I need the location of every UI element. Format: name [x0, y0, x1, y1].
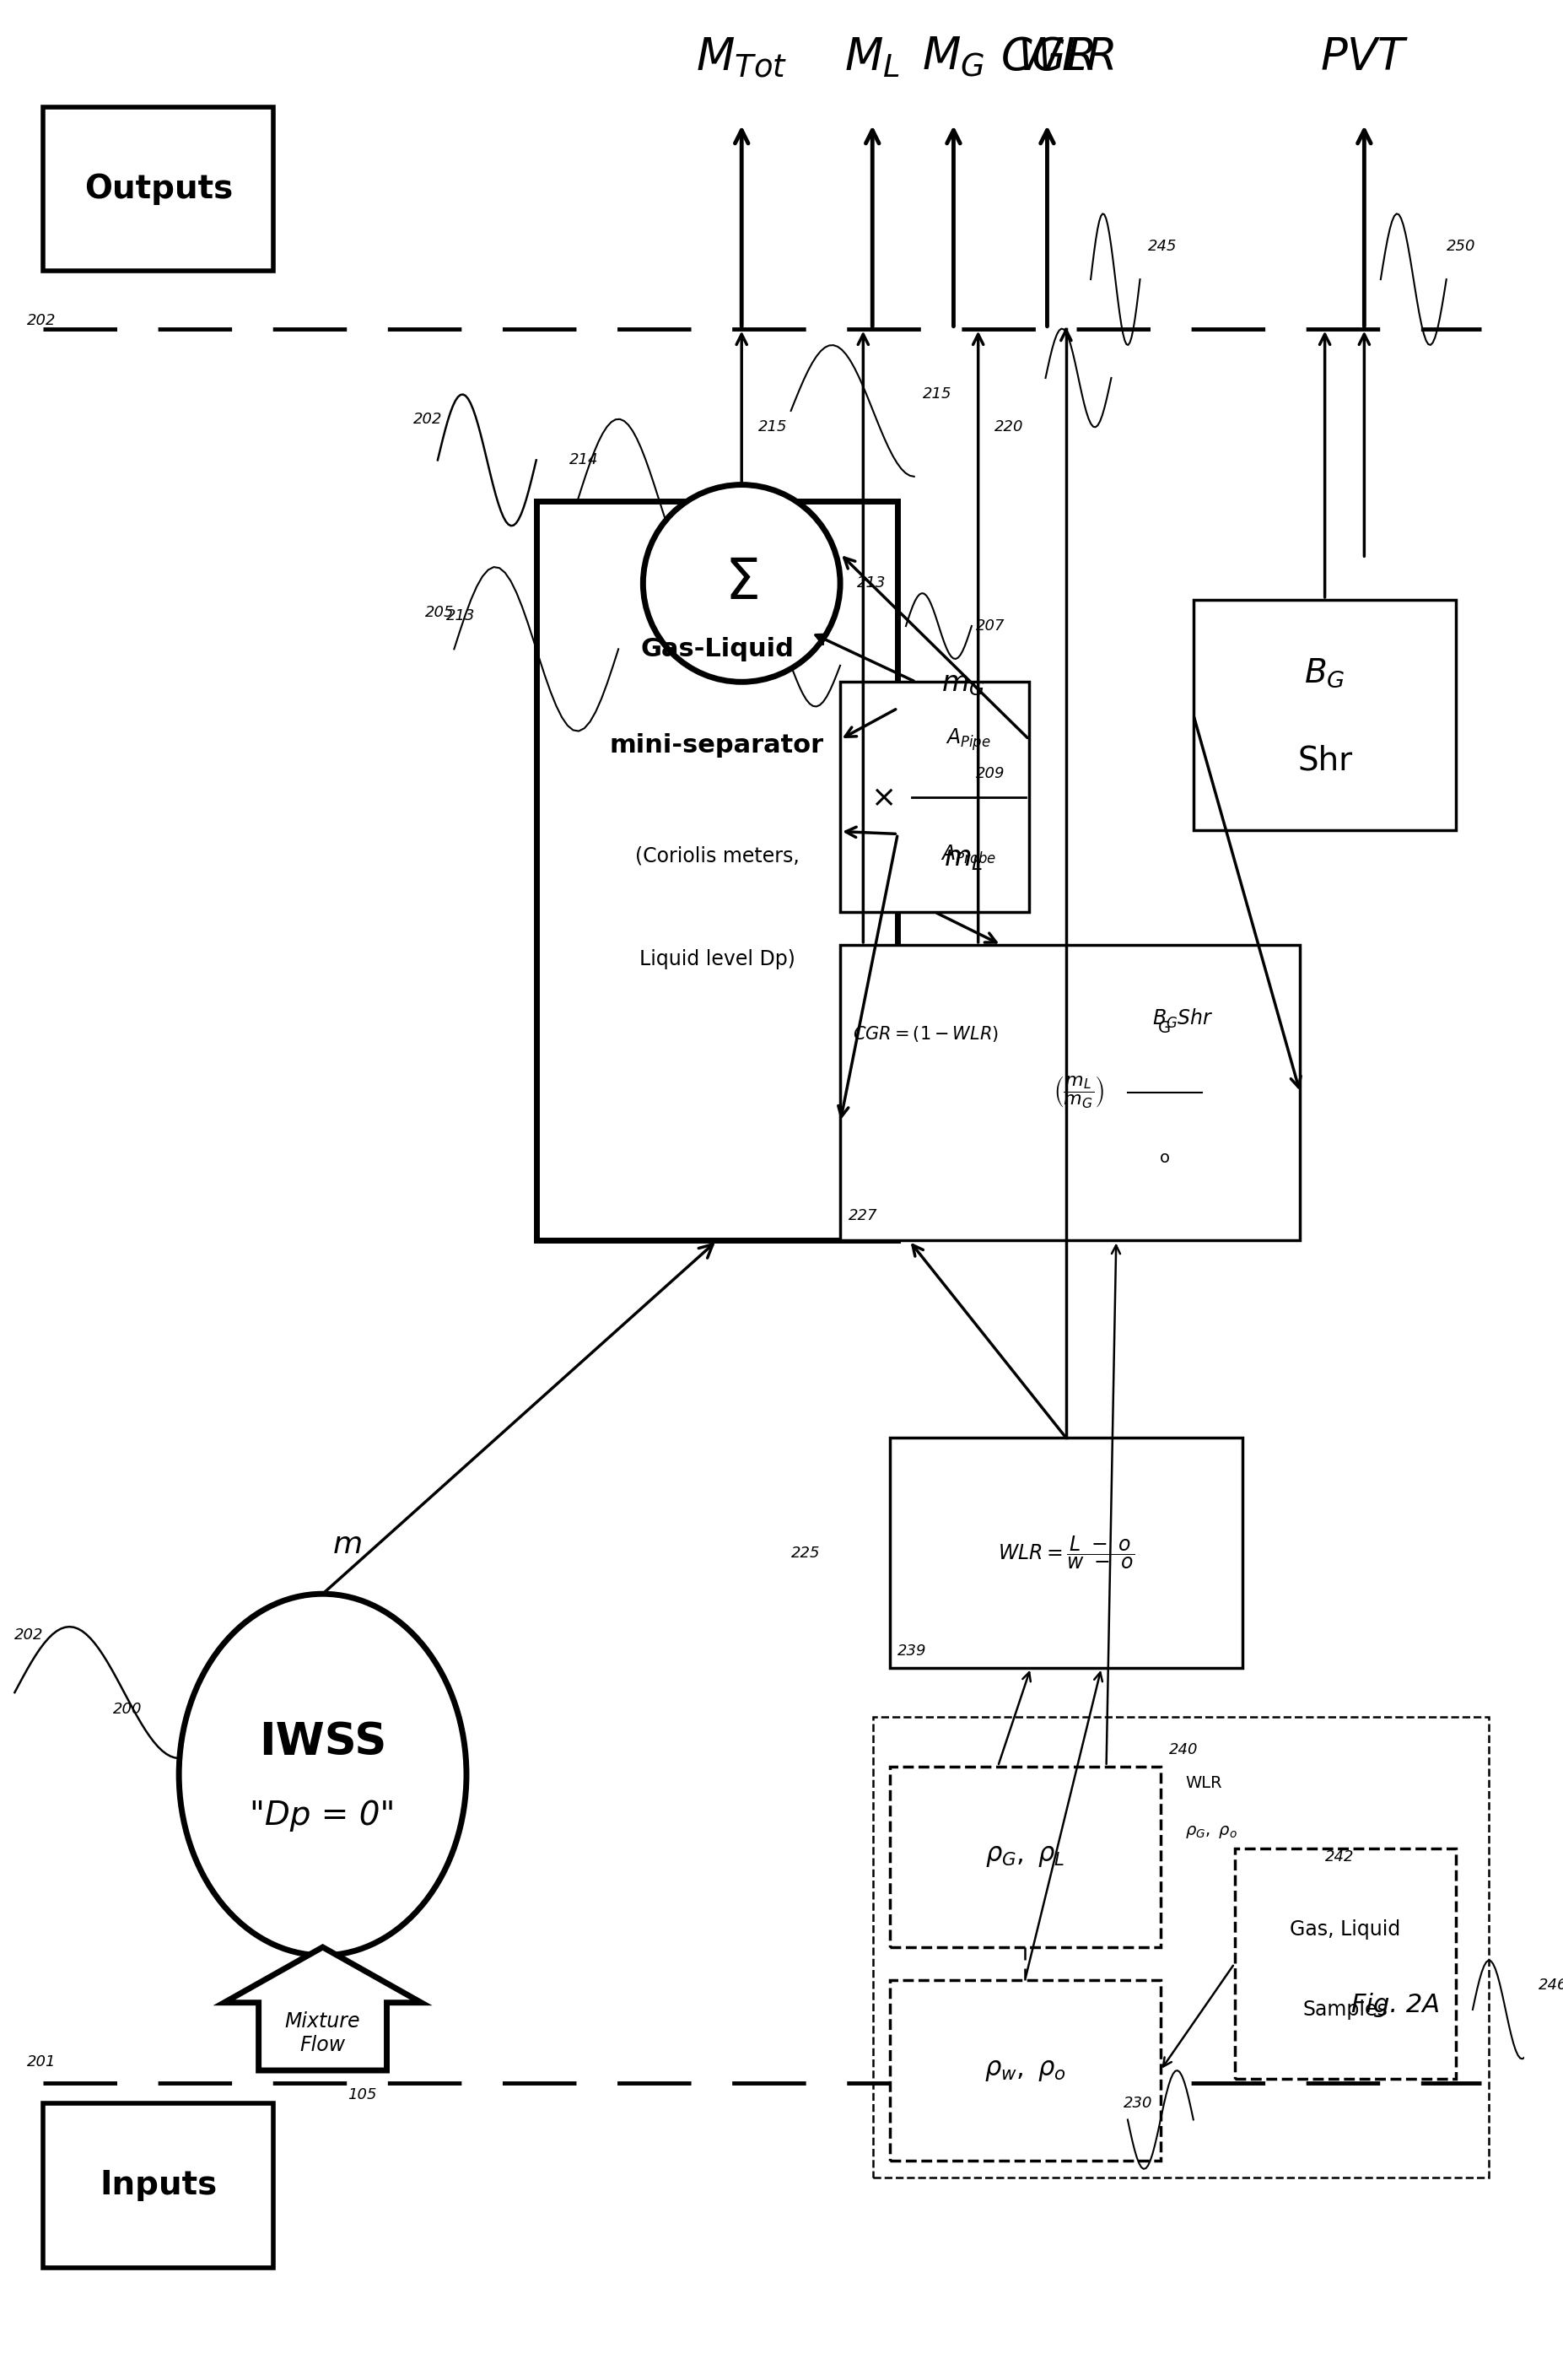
Text: $CGR = (1 - WLR)$: $CGR = (1 - WLR)$ [852, 1023, 999, 1042]
Bar [841, 945, 1300, 1240]
Text: 214: 214 [569, 452, 599, 469]
Text: WLR: WLR [1185, 1775, 1222, 1790]
Text: $\left(\dfrac{m_L}{m_G}\right)$: $\left(\dfrac{m_L}{m_G}\right)$ [1053, 1076, 1105, 1111]
Text: Shr: Shr [1297, 745, 1352, 776]
Text: $m$: $m$ [333, 1530, 363, 1559]
Text: IWSS: IWSS [259, 1721, 386, 1764]
Text: $CGR$: $CGR$ [1000, 36, 1094, 79]
Text: Samples: Samples [1304, 1999, 1388, 2021]
Text: $\times$: $\times$ [871, 783, 894, 812]
Text: Inputs: Inputs [100, 2171, 217, 2202]
Bar [536, 502, 897, 1240]
Text: $B_G Shr$: $B_G Shr$ [1152, 1007, 1213, 1031]
Text: mini-separator: mini-separator [610, 733, 824, 757]
Text: 205: 205 [425, 605, 455, 619]
Circle shape [642, 486, 841, 683]
Text: 213: 213 [445, 609, 475, 624]
Text: 213: 213 [857, 576, 886, 590]
Text: $M_{Tot}$: $M_{Tot}$ [696, 36, 788, 79]
Text: (Coriolis meters,: (Coriolis meters, [635, 845, 799, 866]
Text: Fig. 2A: Fig. 2A [1350, 1992, 1440, 2016]
Text: 245: 245 [1149, 238, 1177, 255]
Text: "Dp = 0": "Dp = 0" [250, 1799, 395, 1833]
Text: 207: 207 [975, 619, 1005, 633]
Text: 202: 202 [14, 1628, 44, 1642]
Polygon shape [224, 1947, 422, 2071]
Text: 239: 239 [897, 1645, 927, 1659]
Text: $WLR$: $WLR$ [1018, 36, 1114, 79]
Text: $M_G$: $M_G$ [922, 36, 985, 79]
Bar [889, 1766, 1161, 1947]
Text: Outputs: Outputs [84, 174, 233, 205]
Bar [1235, 1849, 1457, 2078]
Text: 250: 250 [1446, 238, 1475, 255]
Text: $m_L$: $m_L$ [944, 845, 983, 873]
Bar [874, 1716, 1490, 2178]
Text: $A_{Pipe}$: $A_{Pipe}$ [946, 726, 991, 752]
Text: $\rho_G,\ \rho_o$: $\rho_G,\ \rho_o$ [1185, 1823, 1238, 1840]
Bar [841, 683, 1028, 912]
Text: $\rho_w,\ \rho_o$: $\rho_w,\ \rho_o$ [985, 2059, 1066, 2082]
Text: 209: 209 [975, 766, 1005, 781]
Bar [44, 107, 274, 271]
Bar [889, 1980, 1161, 2161]
Text: $WLR = \dfrac{L\ -\ o}{w\ -\ o}$: $WLR = \dfrac{L\ -\ o}{w\ -\ o}$ [997, 1535, 1135, 1571]
Text: $M_L$: $M_L$ [844, 36, 900, 79]
Text: 211: 211 [733, 616, 763, 633]
Text: $\Sigma$: $\Sigma$ [725, 555, 758, 612]
Text: 225: 225 [791, 1545, 821, 1561]
Text: o: o [1160, 1150, 1169, 1166]
Text: 215: 215 [922, 388, 952, 402]
Text: 202: 202 [27, 312, 56, 328]
Text: Mixture
Flow: Mixture Flow [284, 2011, 361, 2056]
Bar [889, 1438, 1243, 1668]
Text: G: G [1158, 1019, 1171, 1035]
Text: $PVT$: $PVT$ [1319, 36, 1408, 79]
Text: 230: 230 [1124, 2097, 1152, 2111]
Bar [44, 2104, 274, 2268]
Text: 215: 215 [758, 419, 788, 436]
Text: Liquid level Dp): Liquid level Dp) [639, 950, 796, 969]
Text: 227: 227 [849, 1209, 877, 1223]
Text: 242: 242 [1325, 1849, 1354, 1864]
Text: 202: 202 [413, 412, 442, 426]
Text: $A_{Probe}$: $A_{Probe}$ [941, 843, 997, 866]
Text: Gas, Liquid: Gas, Liquid [1289, 1918, 1400, 1940]
Text: 200: 200 [113, 1702, 142, 1716]
Ellipse shape [178, 1595, 466, 1956]
Text: 201: 201 [27, 2054, 56, 2071]
Text: $m_G$: $m_G$ [941, 669, 985, 697]
Text: 246: 246 [1538, 1978, 1563, 1992]
Text: $B_G$: $B_G$ [1305, 657, 1346, 690]
Bar [1194, 600, 1457, 831]
Text: 220: 220 [994, 419, 1024, 436]
Text: Gas-Liquid: Gas-Liquid [641, 638, 794, 662]
Text: 105: 105 [347, 2087, 377, 2102]
Text: 240: 240 [1169, 1742, 1197, 1756]
Text: $\rho_G,\ \rho_L$: $\rho_G,\ \rho_L$ [985, 1844, 1064, 1868]
